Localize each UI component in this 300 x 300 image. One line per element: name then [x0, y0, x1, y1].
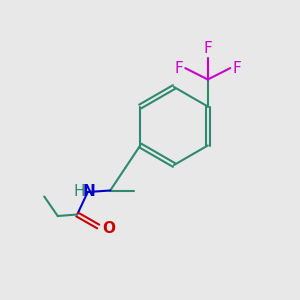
Text: F: F: [203, 41, 212, 56]
Text: O: O: [103, 220, 116, 236]
Text: F: F: [233, 61, 242, 76]
Text: H: H: [74, 184, 85, 199]
Text: F: F: [174, 61, 183, 76]
Text: N: N: [82, 184, 95, 199]
